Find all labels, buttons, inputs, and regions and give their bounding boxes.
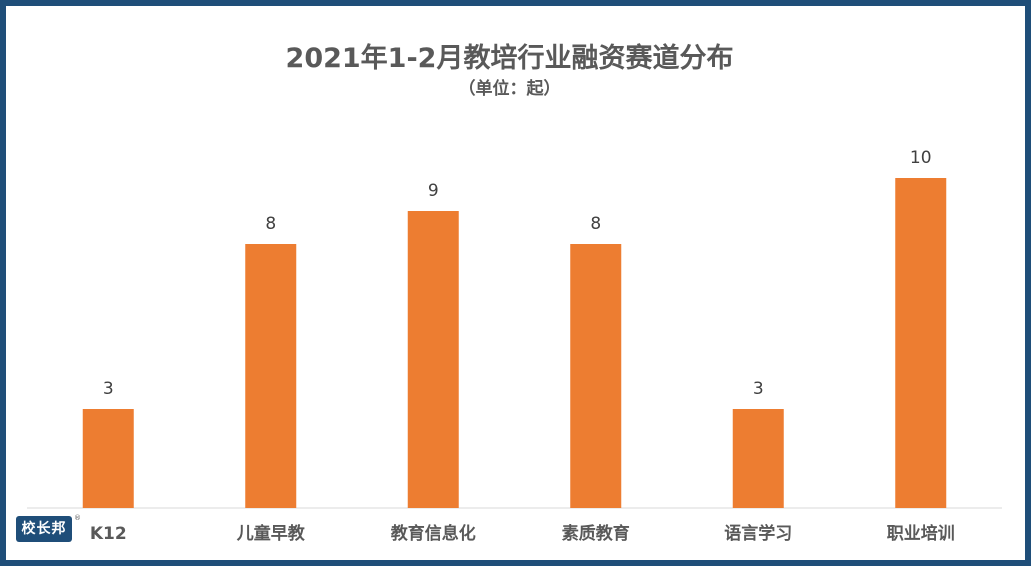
registered-mark: ® [74,514,81,522]
category-label-4: 语言学习 [724,523,792,544]
chart-title: 2021年1-2月教培行业融资赛道分布 [285,43,734,74]
bar-2 [407,211,459,508]
data-label-1: 8 [265,214,276,234]
bar-4 [732,409,784,508]
chart-subtitle: （单位：起） [458,79,561,99]
bar-3 [570,244,622,508]
category-label-3: 素质教育 [562,523,630,544]
bar-1 [245,244,297,508]
data-label-0: 3 [103,379,114,399]
category-label-5: 职业培训 [887,523,955,544]
category-label-1: 儿童早教 [236,523,306,544]
data-label-4: 3 [753,379,764,399]
category-label-0: K12 [90,524,127,544]
data-label-3: 8 [590,214,601,234]
category-label-2: 教育信息化 [390,523,476,544]
bar-0 [82,409,134,508]
data-label-2: 9 [428,181,439,201]
brand-logo: 校长邦 [16,516,72,542]
data-label-5: 10 [910,148,932,168]
bar-5 [895,178,947,508]
